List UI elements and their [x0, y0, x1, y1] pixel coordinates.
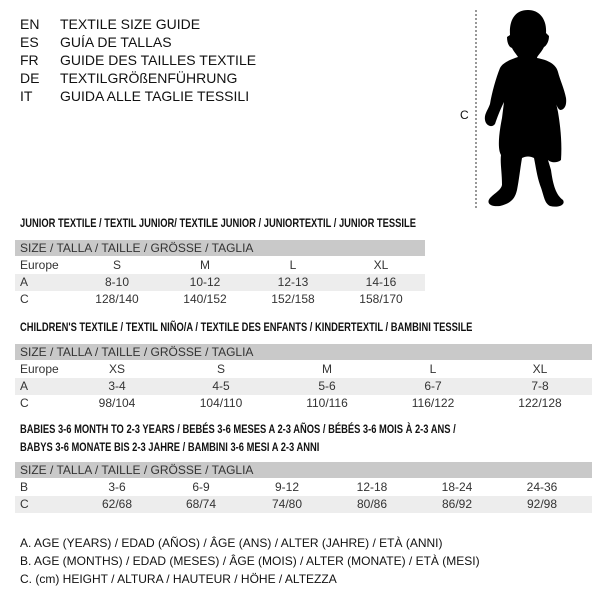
table-cell: M	[200, 258, 210, 272]
table-cell: S	[112, 258, 121, 272]
table-cell: 7-8	[531, 379, 549, 393]
table-cell: 12-18	[356, 480, 388, 494]
row-label: Europe	[20, 258, 59, 272]
language-fr: FR GUIDE DES TAILLES TEXTILE	[20, 52, 440, 68]
table-cell: XL	[532, 362, 548, 376]
size-header: SIZE / TALLA / TAILLE / GRÖSSE / TAGLIA	[15, 240, 425, 256]
babies-title-line2: BABYS 3-6 MONATE BIS 2-3 JAHRE / BAMBINI…	[20, 440, 320, 454]
language-guide-name: TEXTILGRÖßENFÜHRUNG	[60, 70, 238, 86]
table-row: C 128/140 140/152 152/158 158/170	[15, 291, 425, 308]
table-cell: 98/104	[98, 396, 136, 410]
table-row: Europe XS S M L XL	[15, 361, 592, 378]
language-it: IT GUIDA ALLE TAGLIE TESSILI	[20, 88, 440, 104]
table-cell: 6-7	[424, 379, 442, 393]
table-cell: 92/98	[526, 497, 558, 511]
table-cell: 3-4	[108, 379, 126, 393]
language-code: ES	[20, 34, 39, 50]
row-label: C	[20, 396, 29, 410]
language-es: ES GUÍA DE TALLAS	[20, 34, 440, 50]
legend-c: C. (cm) HEIGHT / ALTURA / HAUTEUR / HÖHE…	[20, 572, 337, 587]
language-guide-name: GUIDA ALLE TAGLIE TESSILI	[60, 88, 250, 104]
table-cell: 74/80	[271, 497, 303, 511]
table-row: A 8-10 10-12 12-13 14-16	[15, 274, 425, 291]
table-cell: 110/116	[306, 396, 348, 410]
table-row: C 62/68 68/74 74/80 80/86 86/92 92/98	[15, 496, 592, 513]
row-label: C	[20, 497, 29, 511]
table-row: C 98/104 104/110 110/116 116/122 122/128	[15, 395, 592, 412]
language-code: FR	[20, 52, 39, 68]
row-label: C	[20, 292, 29, 306]
table-cell: XS	[108, 362, 125, 376]
language-de: DE TEXTILGRÖßENFÜHRUNG	[20, 70, 440, 86]
table-cell: 3-6	[108, 480, 126, 494]
table-row: B 3-6 6-9 9-12 12-18 18-24 24-36	[15, 479, 592, 496]
language-code: IT	[20, 88, 33, 104]
table-cell: 24-36	[526, 480, 558, 494]
size-header: SIZE / TALLA / TAILLE / GRÖSSE / TAGLIA	[15, 344, 592, 360]
legend-a: A. AGE (YEARS) / EDAD (AÑOS) / ÂGE (ANS)…	[20, 536, 443, 551]
babies-title: BABIES 3-6 MONTH TO 2-3 YEARS / BEBÉS 3-…	[20, 422, 456, 436]
table-cell: 14-16	[365, 275, 397, 289]
table-cell: 8-10	[104, 275, 130, 289]
height-label: C	[460, 108, 469, 122]
legend-b-text: B. AGE (MONTHS) / EDAD (MESES) / ÂGE (MO…	[20, 554, 480, 568]
size-header-text: SIZE / TALLA / TAILLE / GRÖSSE / TAGLIA	[20, 345, 254, 359]
table-cell: XL	[373, 258, 389, 272]
table-cell: 9-12	[274, 480, 300, 494]
table-cell: L	[429, 362, 437, 376]
junior-size-table: SIZE / TALLA / TAILLE / GRÖSSE / TAGLIA E…	[15, 240, 425, 308]
language-guide-name: TEXTILE SIZE GUIDE	[60, 16, 201, 32]
language-code: EN	[20, 16, 40, 32]
language-en: EN TEXTILE SIZE GUIDE	[20, 16, 440, 32]
table-cell: 12-13	[277, 275, 309, 289]
children-title: CHILDREN'S TEXTILE / TEXTIL NIÑO/A / TEX…	[20, 320, 473, 334]
table-cell: S	[216, 362, 225, 376]
language-code: DE	[20, 70, 40, 86]
table-cell: L	[289, 258, 297, 272]
legend-a-text: A. AGE (YEARS) / EDAD (AÑOS) / ÂGE (ANS)…	[20, 536, 443, 550]
legend-b: B. AGE (MONTHS) / EDAD (MESES) / ÂGE (MO…	[20, 554, 480, 569]
table-cell: 152/158	[271, 292, 315, 306]
row-label: B	[20, 480, 29, 494]
table-cell: 4-5	[212, 379, 230, 393]
child-silhouette-icon	[475, 10, 567, 208]
legend-c-text: C. (cm) HEIGHT / ALTURA / HAUTEUR / HÖHE…	[20, 572, 337, 586]
table-cell: 80/86	[356, 497, 388, 511]
babies-size-table: SIZE / TALLA / TAILLE / GRÖSSE / TAGLIA B…	[15, 462, 592, 513]
table-cell: 122/128	[518, 396, 562, 410]
children-size-table: SIZE / TALLA / TAILLE / GRÖSSE / TAGLIA E…	[15, 344, 592, 412]
table-cell: 5-6	[318, 379, 336, 393]
table-cell: 158/170	[359, 292, 403, 306]
table-row: A 3-4 4-5 5-6 6-7 7-8	[15, 378, 592, 395]
table-cell: 10-12	[189, 275, 221, 289]
size-header-text: SIZE / TALLA / TAILLE / GRÖSSE / TAGLIA	[20, 241, 254, 255]
language-guide-name: GUIDE DES TAILLES TEXTILE	[60, 52, 257, 68]
size-header-text: SIZE / TALLA / TAILLE / GRÖSSE / TAGLIA	[20, 463, 254, 477]
table-cell: 18-24	[441, 480, 473, 494]
junior-title: JUNIOR TEXTILE / TEXTIL JUNIOR/ TEXTILE …	[20, 216, 416, 230]
row-label: A	[20, 275, 29, 289]
row-label: A	[20, 379, 29, 393]
table-cell: 62/68	[101, 497, 133, 511]
size-header: SIZE / TALLA / TAILLE / GRÖSSE / TAGLIA	[15, 462, 592, 478]
table-cell: 104/110	[199, 396, 243, 410]
height-figure: C	[440, 0, 600, 215]
table-cell: M	[322, 362, 332, 376]
table-cell: 116/122	[411, 396, 455, 410]
table-cell: 68/74	[185, 497, 217, 511]
table-row: Europe S M L XL	[15, 257, 425, 274]
table-cell: 128/140	[95, 292, 139, 306]
table-cell: 86/92	[441, 497, 473, 511]
language-guide-name: GUÍA DE TALLAS	[60, 34, 172, 50]
table-cell: 140/152	[183, 292, 227, 306]
row-label: Europe	[20, 362, 59, 376]
table-cell: 6-9	[192, 480, 210, 494]
